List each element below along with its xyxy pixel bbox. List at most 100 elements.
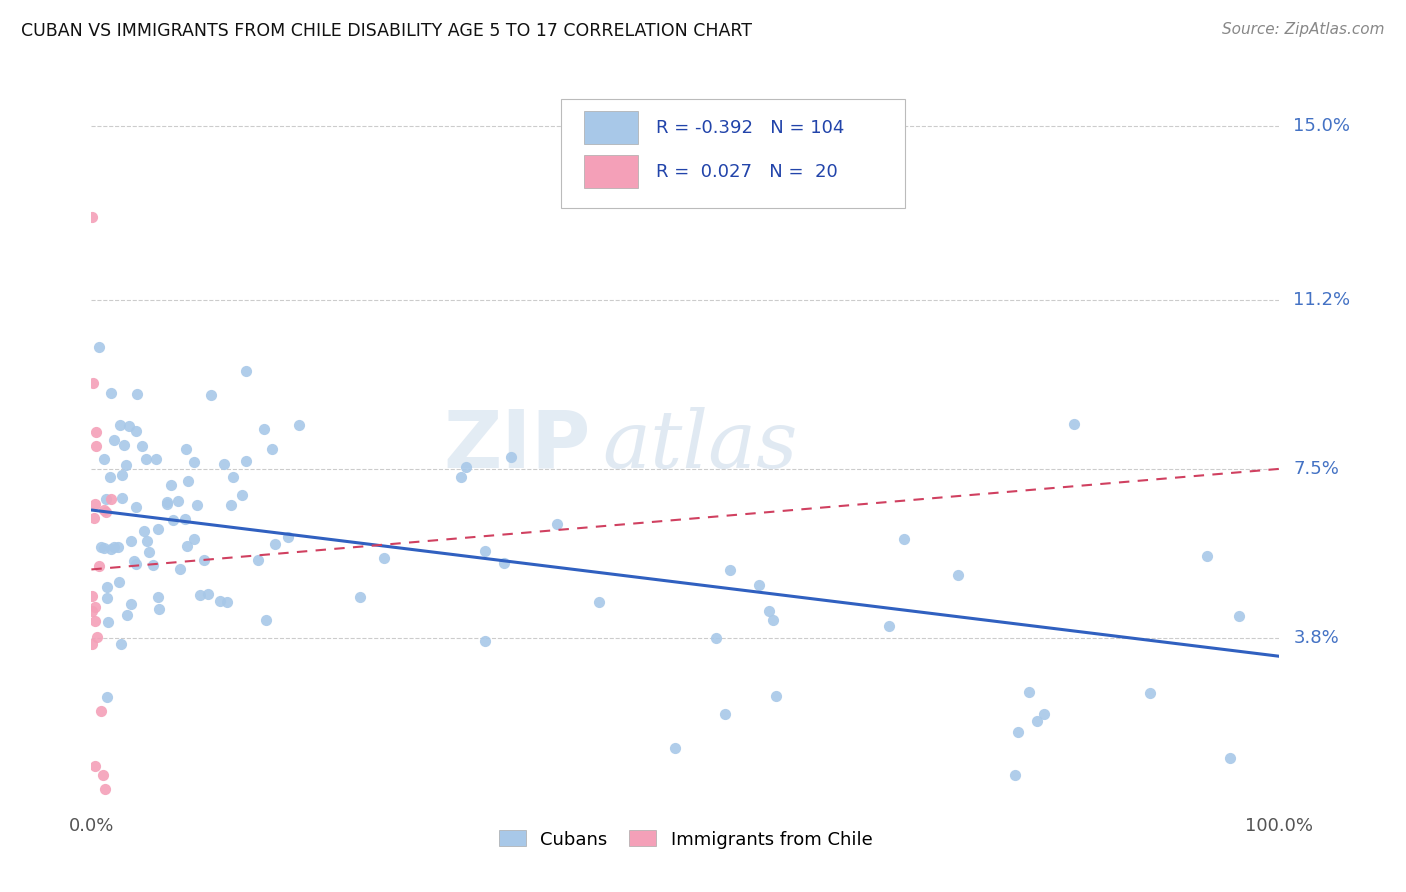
Point	[100, 541, 122, 556]
Point	[125, 387, 148, 401]
Point	[131, 439, 153, 453]
Point	[160, 478, 183, 492]
Point	[169, 562, 191, 576]
Point	[246, 552, 269, 566]
Point	[118, 419, 141, 434]
Point	[94, 505, 117, 519]
Point	[1227, 609, 1250, 624]
Point	[588, 595, 610, 609]
Point	[1033, 706, 1056, 721]
Point	[704, 632, 727, 646]
Point	[758, 604, 780, 618]
Point	[138, 545, 160, 559]
Point	[83, 511, 105, 525]
Point	[146, 522, 169, 536]
Point	[94, 491, 117, 506]
Point	[142, 558, 165, 573]
Point	[235, 364, 257, 378]
Point	[186, 499, 208, 513]
Point	[100, 386, 122, 401]
Point	[1004, 768, 1026, 782]
Point	[107, 540, 129, 554]
Text: 11.2%: 11.2%	[1294, 291, 1351, 309]
Text: atlas: atlas	[602, 408, 797, 484]
Text: R =  0.027   N =  20: R = 0.027 N = 20	[655, 162, 838, 181]
Point	[93, 502, 115, 516]
Point	[120, 533, 142, 548]
Point	[454, 460, 477, 475]
Point	[200, 388, 222, 402]
Point	[946, 568, 969, 582]
Text: 3.8%: 3.8%	[1294, 629, 1339, 647]
Text: CUBAN VS IMMIGRANTS FROM CHILE DISABILITY AGE 5 TO 17 CORRELATION CHART: CUBAN VS IMMIGRANTS FROM CHILE DISABILIT…	[21, 22, 752, 40]
Legend: Cubans, Immigrants from Chile: Cubans, Immigrants from Chile	[489, 822, 882, 857]
Point	[90, 540, 112, 554]
Point	[122, 553, 145, 567]
Point	[156, 497, 179, 511]
Point	[93, 451, 115, 466]
Point	[193, 553, 215, 567]
Point	[103, 433, 125, 447]
Point	[277, 530, 299, 544]
Text: R = -0.392   N = 104: R = -0.392 N = 104	[655, 119, 844, 136]
Point	[1025, 714, 1047, 728]
Point	[94, 781, 117, 796]
Point	[108, 417, 131, 432]
Point	[125, 558, 148, 572]
Point	[86, 630, 108, 644]
Point	[215, 595, 238, 609]
Point	[1219, 750, 1241, 764]
Point	[167, 494, 190, 508]
Point	[125, 500, 148, 515]
Point	[212, 457, 235, 471]
Point	[110, 637, 132, 651]
Point	[264, 537, 287, 551]
Point	[183, 455, 205, 469]
Point	[84, 425, 107, 440]
Point	[80, 605, 103, 619]
Point	[183, 532, 205, 546]
Point	[155, 494, 177, 508]
Point	[96, 690, 118, 705]
Point	[877, 619, 900, 633]
Point	[135, 452, 157, 467]
Point	[111, 491, 134, 506]
Point	[120, 597, 142, 611]
Point	[82, 376, 104, 391]
Point	[84, 599, 107, 614]
Point	[219, 498, 242, 512]
Point	[197, 587, 219, 601]
Point	[208, 593, 231, 607]
Text: 7.5%: 7.5%	[1294, 460, 1340, 478]
Point	[146, 591, 169, 605]
Point	[162, 513, 184, 527]
Point	[231, 488, 253, 502]
Point	[260, 442, 283, 457]
Point	[80, 589, 103, 603]
Point	[132, 524, 155, 538]
Text: 15.0%: 15.0%	[1294, 117, 1350, 135]
Point	[115, 458, 138, 472]
Point	[87, 340, 110, 354]
Point	[84, 614, 107, 628]
Point	[80, 637, 103, 651]
Point	[221, 470, 243, 484]
Point	[188, 588, 211, 602]
Point	[748, 578, 770, 592]
Point	[174, 442, 197, 456]
Point	[1139, 686, 1161, 700]
Point	[112, 438, 135, 452]
FancyBboxPatch shape	[585, 112, 638, 145]
Point	[1197, 549, 1219, 563]
Point	[107, 574, 129, 589]
Point	[1007, 724, 1029, 739]
Point	[173, 511, 195, 525]
Point	[664, 741, 686, 756]
Point	[103, 541, 125, 555]
Text: ZIP: ZIP	[443, 407, 591, 485]
Point	[91, 768, 114, 782]
Point	[288, 418, 311, 433]
Point	[254, 613, 277, 627]
Point	[98, 469, 121, 483]
Point	[1018, 685, 1040, 699]
